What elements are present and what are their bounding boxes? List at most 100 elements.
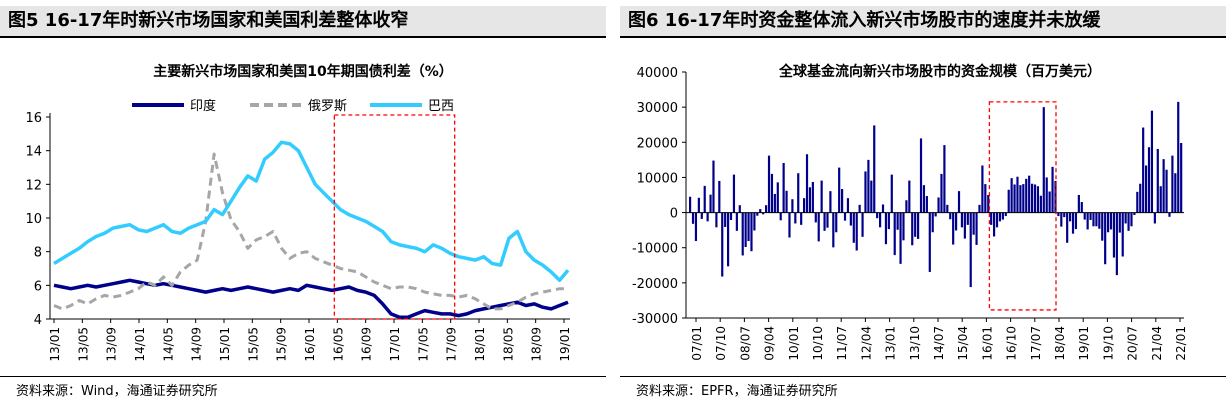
flow-bar <box>914 212 917 237</box>
x-tick-label: 14/07 <box>932 326 946 361</box>
flow-bar <box>1019 185 1022 213</box>
y-tick-label: 10000 <box>637 171 678 186</box>
flow-bar <box>832 212 835 248</box>
flow-bar <box>1016 176 1019 213</box>
flow-bar <box>846 198 850 213</box>
figure-6-panel: 图6 16-17年时资金整体流入新兴市场股市的速度并未放缓 全球基金流向新兴市场… <box>620 0 1226 405</box>
flow-bar <box>1042 107 1045 213</box>
flow-bar <box>762 212 765 215</box>
flow-bar <box>1180 142 1183 213</box>
flow-bar <box>1130 212 1133 227</box>
flow-bar <box>993 212 996 237</box>
flow-bar <box>776 182 779 213</box>
flow-bar <box>937 197 940 213</box>
flow-bar <box>881 204 885 213</box>
flow-bar <box>919 138 923 213</box>
flow-bar <box>765 205 768 213</box>
highlight-box <box>333 114 456 320</box>
flow-bar <box>1057 212 1060 217</box>
flow-bar <box>1007 189 1010 213</box>
flow-bar <box>1095 212 1098 227</box>
flow-bar <box>741 212 744 256</box>
flow-bar <box>1150 110 1154 213</box>
flow-bar <box>1177 101 1180 213</box>
flow-bar <box>1080 202 1083 213</box>
flow-bar <box>1156 148 1159 213</box>
flow-bar <box>876 212 879 219</box>
flow-bar <box>1066 212 1069 243</box>
flow-bar <box>1004 212 1007 217</box>
flow-bar <box>1077 195 1080 213</box>
flow-bar <box>925 196 928 213</box>
flow-bar <box>905 200 908 213</box>
flow-bar <box>779 212 782 221</box>
flow-bar <box>1107 212 1110 233</box>
x-tick-label: 14/01 <box>133 327 147 362</box>
flow-bar <box>729 212 733 220</box>
flow-bar <box>841 189 844 213</box>
x-tick-label: 13/01 <box>884 326 898 361</box>
x-tick-label: 10/10 <box>811 326 825 361</box>
flow-bar <box>1101 212 1104 241</box>
x-tick-label: 08/07 <box>738 326 752 361</box>
flow-bar <box>805 154 809 213</box>
spread-line-chart: 主要新兴市场国家和美国10年期国债利差（%） 印度 俄罗斯 巴西 4 6 8 10 12 14 16… <box>25 63 572 362</box>
flow-bar <box>1109 212 1113 230</box>
flow-bar <box>1025 178 1028 213</box>
flow-bar <box>1033 184 1037 213</box>
x-tick-label: 17/09 <box>445 327 459 362</box>
flow-bar <box>984 184 987 213</box>
flow-bar <box>1028 175 1031 213</box>
x-tick-label: 18/04 <box>1053 326 1067 361</box>
x-tick-label: 22/01 <box>1174 326 1188 361</box>
series-line-india <box>53 278 569 320</box>
x-tick-label: 17/05 <box>416 327 430 362</box>
flow-bar <box>955 212 958 231</box>
x-tick-label: 15/01 <box>218 327 232 362</box>
y-tick-label: 0 <box>670 207 678 222</box>
x-tick-label: 07/01 <box>690 326 704 361</box>
flow-bar <box>803 198 806 213</box>
flow-bar <box>987 195 990 213</box>
flow-bar <box>960 212 964 228</box>
y-tick-label: 20000 <box>637 136 678 151</box>
flow-bar <box>1048 191 1051 213</box>
flow-bar <box>975 212 978 245</box>
title-rule <box>0 36 606 38</box>
x-tick-label: 13/09 <box>105 327 119 362</box>
flow-bar <box>972 212 975 235</box>
x-tick-label: 16/10 <box>1005 326 1019 361</box>
flow-bar <box>1013 184 1016 213</box>
flow-bar <box>750 212 753 252</box>
flow-bar <box>744 212 747 248</box>
x-tick-label: 18/09 <box>530 327 544 362</box>
flow-bar <box>963 212 966 239</box>
flow-bar <box>899 212 902 264</box>
flow-bar <box>873 125 876 213</box>
flow-bar <box>706 212 709 222</box>
figure-title-bar: 图5 16-17年时新兴市场国家和美国利差整体收窄 <box>0 6 606 36</box>
flow-bar <box>838 167 841 213</box>
flow-bar <box>782 163 785 213</box>
flow-bar <box>861 212 864 237</box>
flow-bar <box>1039 195 1042 213</box>
x-tick-label: 20/07 <box>1126 326 1140 361</box>
flow-bar <box>843 212 847 221</box>
flow-bar <box>1089 212 1092 220</box>
flow-bar <box>1098 212 1101 229</box>
flow-bar <box>940 173 943 213</box>
flow-bar <box>1074 212 1078 230</box>
flow-bar <box>770 173 774 213</box>
flow-bar <box>709 194 712 213</box>
x-tick-label: 16/01 <box>980 326 994 361</box>
x-tick-label: 17/01 <box>388 327 402 362</box>
x-tick-label: 19/01 <box>1077 326 1091 361</box>
flow-bar <box>908 180 911 213</box>
source-rule <box>620 376 1226 377</box>
flow-bar <box>817 212 820 242</box>
x-tick-label: 13/01 <box>48 327 62 362</box>
flow-bar <box>724 212 727 227</box>
x-tick-label: 21/04 <box>1150 326 1164 361</box>
flow-bar <box>922 185 926 213</box>
y-tick-label: 16 <box>25 111 42 126</box>
